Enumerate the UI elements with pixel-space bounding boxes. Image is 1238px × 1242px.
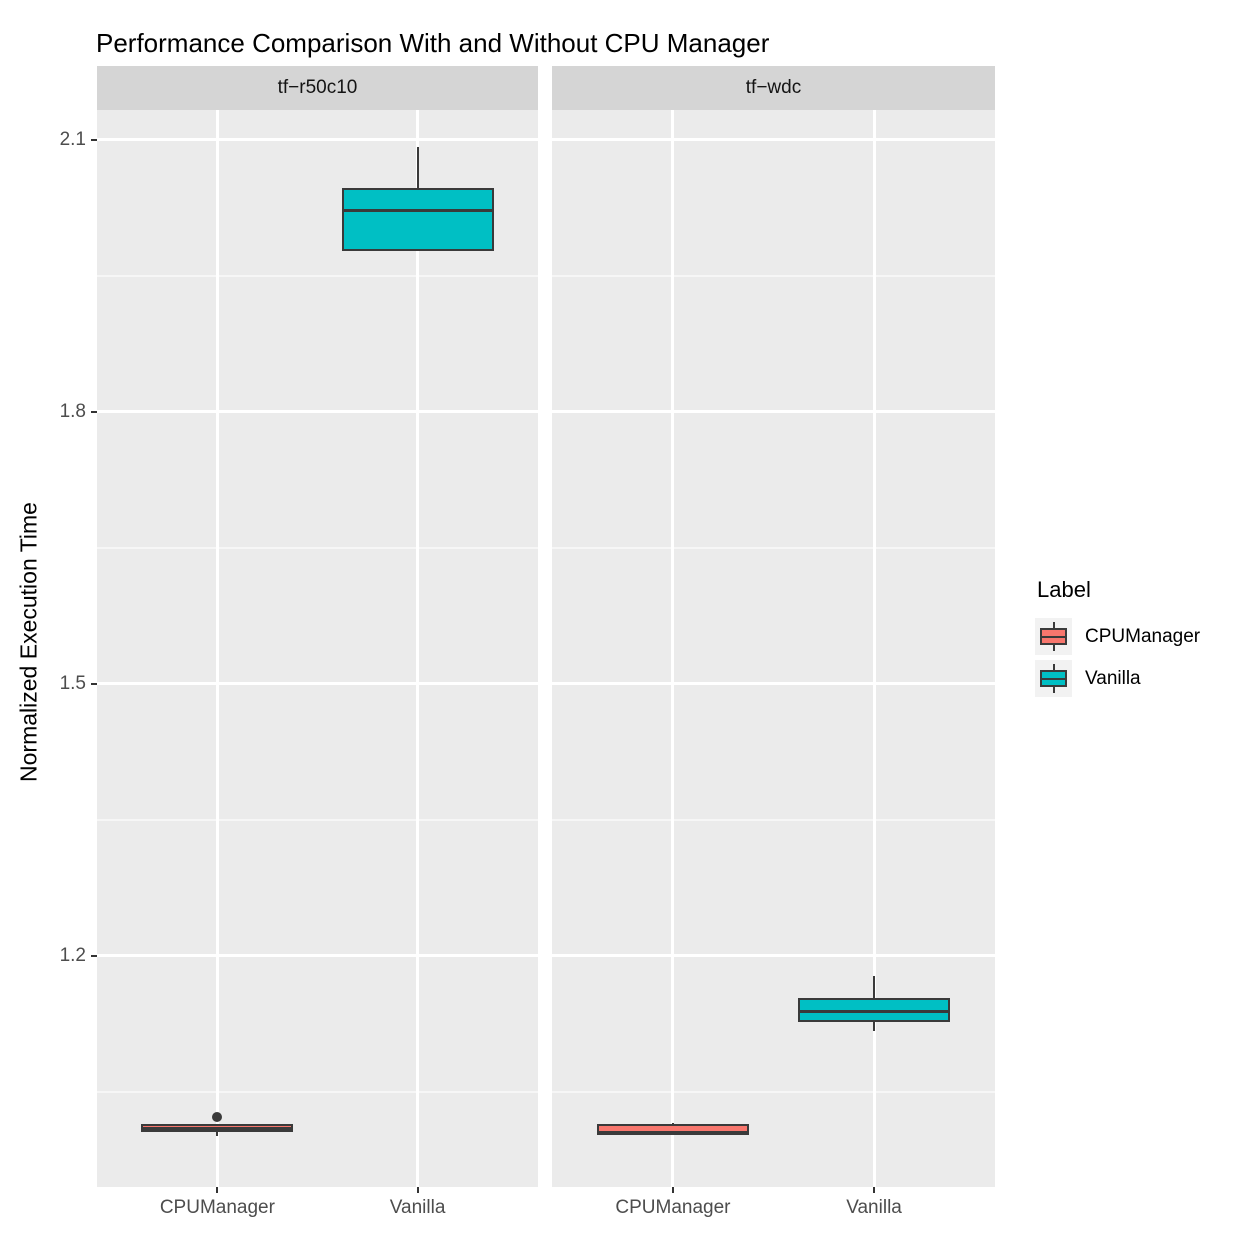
gridline-major-horizontal — [552, 138, 995, 142]
gridline-major-horizontal — [97, 954, 538, 958]
y-tick-label: 2.1 — [59, 128, 86, 150]
gridline-major-horizontal — [97, 682, 538, 686]
boxplot-box-vanilla — [341, 187, 494, 251]
legend-entry-label: CPUManager — [1085, 625, 1201, 647]
y-tick-mark — [91, 138, 97, 141]
gridline-minor-horizontal — [97, 274, 538, 277]
boxplot-box-cpumanager — [596, 1124, 749, 1136]
legend-median-line — [1040, 635, 1067, 638]
boxplot-outlier — [212, 1112, 223, 1123]
x-tick-label: CPUManager — [615, 1197, 731, 1218]
boxplot-lower-whisker — [216, 1131, 219, 1137]
boxplot-median — [343, 209, 492, 213]
facet-panel — [97, 110, 538, 1187]
boxplot-median — [143, 1126, 292, 1130]
boxplot-lower-whisker — [873, 1022, 876, 1032]
y-tick-label: 1.5 — [59, 672, 86, 694]
legend-key-boxplot-icon — [1035, 618, 1072, 655]
y-axis-title: Normalized Execution Time — [15, 502, 42, 782]
legend-key-boxplot-icon — [1035, 660, 1072, 697]
x-tick-mark — [416, 1187, 419, 1193]
x-tick-label: Vanilla — [389, 1197, 446, 1218]
gridline-major-horizontal — [97, 410, 538, 414]
boxplot-median — [598, 1131, 747, 1135]
gridline-major-horizontal — [97, 138, 538, 142]
legend-entries: CPUManager Vanilla — [1035, 618, 1200, 697]
facet-strip: tf−wdc — [552, 66, 995, 110]
legend: Label CPUManager Vanilla — [1035, 577, 1200, 702]
legend-median-line — [1040, 677, 1067, 680]
y-tick-mark — [91, 410, 97, 413]
gridline-minor-horizontal — [552, 1090, 995, 1093]
facet-strip-label: tf−wdc — [745, 77, 802, 98]
gridline-major-vertical — [215, 110, 219, 1187]
boxplot-median — [800, 1009, 949, 1013]
chart-title: Performance Comparison With and Without … — [96, 28, 770, 58]
x-tick-mark — [873, 1187, 876, 1193]
legend-entry-label: Vanilla — [1085, 667, 1141, 689]
gridline-major-vertical — [872, 110, 876, 1187]
facet-strip-label: tf−r50c10 — [277, 77, 358, 98]
y-tick-label: 1.8 — [59, 400, 86, 422]
gridline-minor-horizontal — [97, 546, 538, 549]
gridline-major-horizontal — [552, 682, 995, 686]
x-tick-label: CPUManager — [159, 1197, 275, 1218]
gridline-major-vertical — [416, 110, 420, 1187]
legend-title: Label — [1037, 577, 1091, 602]
y-tick-mark — [91, 954, 97, 957]
boxplot-upper-whisker — [416, 147, 419, 188]
gridline-minor-horizontal — [97, 818, 538, 821]
y-tick-mark — [91, 682, 97, 685]
legend-entry: Vanilla — [1035, 660, 1200, 697]
x-tick-label: Vanilla — [846, 1197, 902, 1218]
gridline-major-horizontal — [552, 954, 995, 958]
gridline-major-vertical — [671, 110, 675, 1187]
facet-panel — [552, 110, 995, 1187]
gridline-minor-horizontal — [552, 818, 995, 821]
boxplot-upper-whisker — [671, 1122, 674, 1125]
gridline-major-horizontal — [552, 410, 995, 414]
facet-strip: tf−r50c10 — [97, 66, 538, 110]
gridline-minor-horizontal — [552, 274, 995, 277]
gridline-minor-horizontal — [552, 546, 995, 549]
gridline-minor-horizontal — [97, 1090, 538, 1093]
legend-entry: CPUManager — [1035, 618, 1200, 655]
x-tick-mark — [671, 1187, 674, 1193]
x-tick-mark — [216, 1187, 219, 1193]
y-tick-label: 1.2 — [59, 944, 86, 966]
boxplot-upper-whisker — [873, 975, 876, 998]
